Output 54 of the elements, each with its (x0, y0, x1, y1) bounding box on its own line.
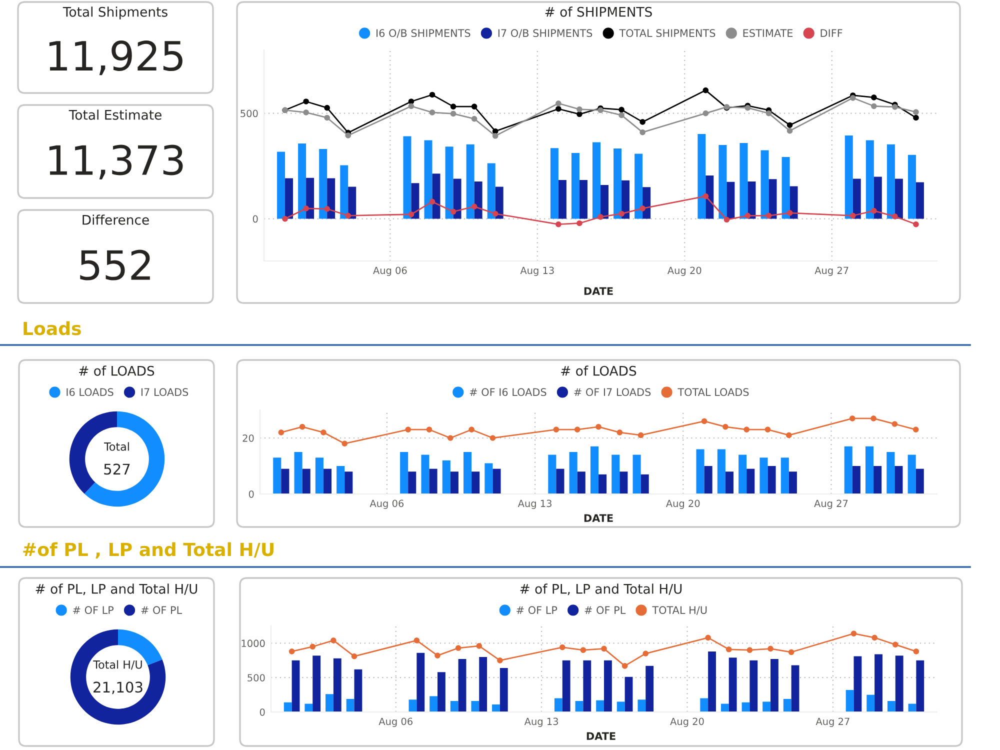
legend-label: I7 O/B SHIPMENTS (498, 29, 592, 38)
x-tick-label: Aug 27 (814, 266, 848, 276)
x-tick-label: Aug 13 (518, 500, 552, 509)
chart-title: # of LOADS (561, 366, 636, 376)
x-axis-title: DATE (586, 732, 616, 740)
text: Total (104, 442, 129, 451)
legend-label: DIFF (820, 29, 842, 37)
legend-label: I6 O/B SHIPMENTS (376, 29, 470, 38)
y-tick-label: 20 (242, 434, 254, 442)
text: 11,373 (49, 144, 183, 180)
legend-label: # OF PL (584, 606, 626, 614)
legend-label: # OF I7 LOADS (574, 388, 651, 396)
x-tick-label: Aug 20 (666, 500, 700, 509)
text: Loads (24, 321, 81, 336)
y-tick-label: 1000 (242, 640, 265, 648)
chart-title: # of PL, LP and Total H/U (36, 584, 198, 596)
y-tick-label: 500 (240, 110, 258, 118)
legend-label: # OF PL (141, 606, 182, 614)
y-tick-label: 0 (248, 490, 254, 498)
x-axis-title: DATE (584, 287, 613, 295)
x-tick-label: Aug 13 (524, 718, 558, 727)
x-tick-label: Aug 27 (816, 718, 850, 727)
text: #of PL , LP and Total H/U (23, 542, 274, 559)
text: 527 (104, 464, 130, 475)
x-tick-label: Aug 20 (667, 266, 702, 276)
legend-label: # OF I6 LOADS (470, 388, 546, 396)
x-tick-label: Aug 06 (370, 500, 404, 509)
x-tick-label: Aug 20 (670, 718, 704, 727)
legend-label: I6 LOADS (66, 388, 114, 396)
x-tick-label: Aug 27 (814, 500, 848, 509)
chart-title: # of SHIPMENTS (545, 6, 652, 17)
legend-label: TOTAL H/U (652, 606, 707, 615)
text: Total H/U (93, 660, 142, 670)
x-tick-label: Aug 06 (378, 718, 412, 727)
y-tick-label: 0 (252, 215, 258, 223)
chart-title: # of PL, LP and Total H/U (520, 584, 682, 596)
text: 552 (80, 250, 150, 280)
y-tick-label: 500 (248, 674, 265, 682)
legend-label: # OF LP (73, 606, 114, 614)
y-tick-label: 0 (260, 708, 265, 716)
text: Total Shipments (62, 6, 168, 20)
legend-label: TOTAL LOADS (678, 388, 749, 396)
text: Difference (82, 214, 149, 225)
x-tick-label: Aug 13 (520, 266, 554, 276)
legend-label: ESTIMATE (743, 29, 793, 38)
text: 11,925 (49, 40, 182, 76)
legend-label: I7 LOADS (141, 388, 188, 396)
chart-title: # of LOADS (79, 366, 154, 376)
text: 21,103 (94, 682, 142, 694)
x-axis-title: DATE (584, 514, 613, 522)
x-tick-label: Aug 06 (373, 266, 407, 276)
legend-label: TOTAL SHIPMENTS (619, 29, 716, 38)
text: Total Estimate (68, 110, 162, 120)
legend-label: # OF LP (516, 606, 558, 614)
